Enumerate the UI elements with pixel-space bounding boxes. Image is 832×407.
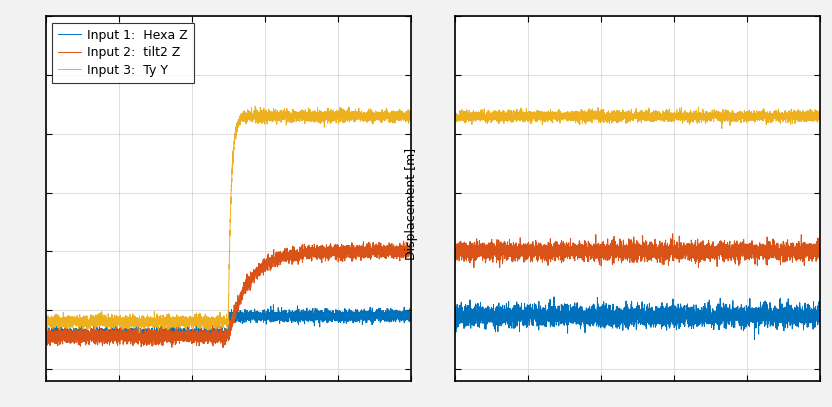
Input 3:  Ty Y: (0.747, 0.334): Ty Y: (0.747, 0.334) (313, 112, 323, 116)
Legend: Input 1:  Hexa Z, Input 2:  tilt2 Z, Input 3:  Ty Y: Input 1: Hexa Z, Input 2: tilt2 Z, Input… (52, 22, 194, 83)
Input 2:  tilt2 Z: (0, -0.0431): tilt2 Z: (0, -0.0431) (41, 333, 51, 338)
Input 2:  tilt2 Z: (0.98, 0.117): tilt2 Z: (0.98, 0.117) (399, 239, 409, 244)
Input 3:  Ty Y: (0.256, -0.038): Ty Y: (0.256, -0.038) (134, 330, 144, 335)
Line: Input 1:  Hexa Z: Input 1: Hexa Z (46, 305, 411, 343)
Input 2:  tilt2 Z: (0.382, -0.0371): tilt2 Z: (0.382, -0.0371) (181, 329, 191, 334)
Input 3:  Ty Y: (0, -0.021): Ty Y: (0, -0.021) (41, 320, 51, 325)
Input 3:  Ty Y: (0.651, 0.329): Ty Y: (0.651, 0.329) (278, 114, 288, 119)
Input 1:  Hexa Z: (0.747, -0.0043): Hexa Z: (0.747, -0.0043) (313, 310, 323, 315)
Input 3:  Ty Y: (0.574, 0.347): Ty Y: (0.574, 0.347) (250, 104, 260, 109)
Input 3:  Ty Y: (1, 0.329): Ty Y: (1, 0.329) (406, 114, 416, 119)
Input 1:  Hexa Z: (0.6, -0.0104): Hexa Z: (0.6, -0.0104) (260, 314, 270, 319)
Input 2:  tilt2 Z: (1, 0.108): tilt2 Z: (1, 0.108) (406, 244, 416, 249)
Text: Displacement [m]: Displacement [m] (405, 147, 418, 260)
Input 1:  Hexa Z: (1, -0.00793): Hexa Z: (1, -0.00793) (406, 312, 416, 317)
Input 3:  Ty Y: (0.182, -0.0283): Ty Y: (0.182, -0.0283) (107, 324, 117, 329)
Line: Input 3:  Ty Y: Input 3: Ty Y (46, 106, 411, 333)
Input 1:  Hexa Z: (0.404, -0.0556): Hexa Z: (0.404, -0.0556) (188, 340, 198, 345)
Input 2:  tilt2 Z: (0.822, 0.104): tilt2 Z: (0.822, 0.104) (341, 247, 351, 252)
Input 1:  Hexa Z: (0.382, -0.0337): Hexa Z: (0.382, -0.0337) (181, 327, 191, 332)
Input 2:  tilt2 Z: (0.6, 0.0768): tilt2 Z: (0.6, 0.0768) (260, 263, 270, 267)
Input 1:  Hexa Z: (0, -0.0312): Hexa Z: (0, -0.0312) (41, 326, 51, 331)
Input 1:  Hexa Z: (0.182, -0.0352): Hexa Z: (0.182, -0.0352) (107, 328, 117, 333)
Input 2:  tilt2 Z: (0.182, -0.0486): tilt2 Z: (0.182, -0.0486) (107, 336, 117, 341)
Input 2:  tilt2 Z: (0.746, 0.101): tilt2 Z: (0.746, 0.101) (313, 249, 323, 254)
Input 3:  Ty Y: (0.382, -0.0168): Ty Y: (0.382, -0.0168) (181, 317, 191, 322)
Line: Input 2:  tilt2 Z: Input 2: tilt2 Z (46, 241, 411, 348)
Input 1:  Hexa Z: (0.651, -0.000993): Hexa Z: (0.651, -0.000993) (278, 308, 288, 313)
Input 3:  Ty Y: (0.823, 0.324): Ty Y: (0.823, 0.324) (341, 117, 351, 122)
Input 2:  tilt2 Z: (0.651, 0.0929): tilt2 Z: (0.651, 0.0929) (278, 253, 288, 258)
Input 1:  Hexa Z: (0.624, 0.00901): Hexa Z: (0.624, 0.00901) (269, 302, 279, 307)
Input 3:  Ty Y: (0.6, 0.327): Ty Y: (0.6, 0.327) (260, 116, 270, 120)
Input 2:  tilt2 Z: (0.486, -0.0638): tilt2 Z: (0.486, -0.0638) (218, 345, 228, 350)
Input 1:  Hexa Z: (0.823, -0.0146): Hexa Z: (0.823, -0.0146) (341, 316, 351, 321)
